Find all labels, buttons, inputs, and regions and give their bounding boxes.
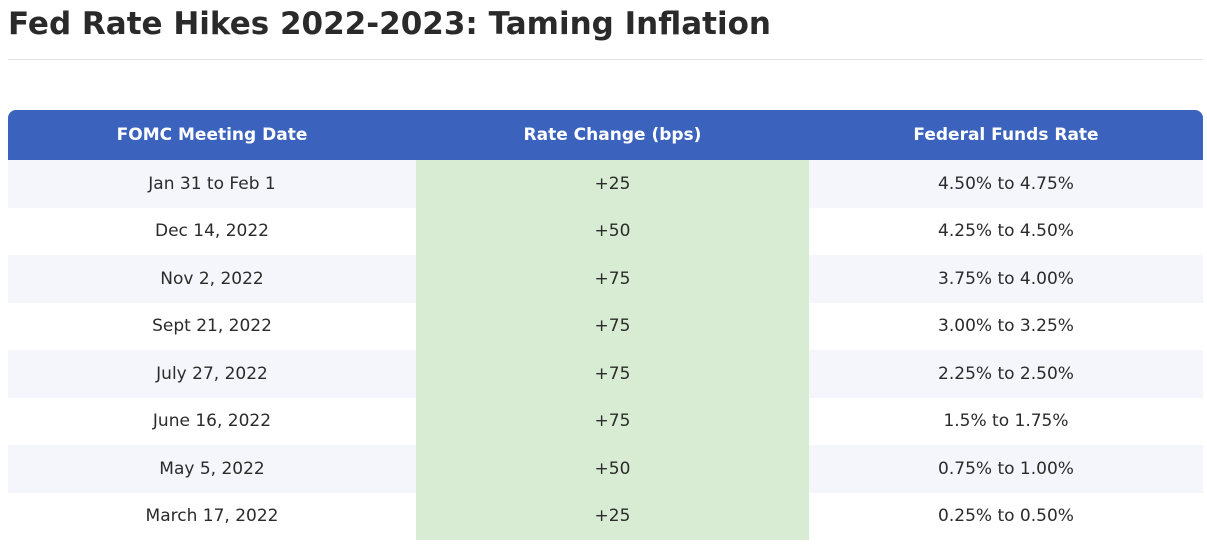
meeting-date-cell: Dec 14, 2022 [8, 207, 416, 255]
rate-change-cell: +25 [416, 492, 809, 540]
table-row: Dec 14, 2022 +50 4.25% to 4.50% [8, 207, 1203, 255]
meeting-date-cell: March 17, 2022 [8, 492, 416, 540]
rate-change-cell: +75 [416, 397, 809, 445]
rate-change-cell: +75 [416, 255, 809, 303]
table-row: March 17, 2022 +25 0.25% to 0.50% [8, 492, 1203, 540]
meeting-date-cell: June 16, 2022 [8, 397, 416, 445]
meeting-date-cell: Sept 21, 2022 [8, 302, 416, 350]
rate-change-cell: +75 [416, 350, 809, 398]
table-header-row: FOMC Meeting Date Rate Change (bps) Fede… [8, 110, 1203, 160]
table-row: July 27, 2022 +75 2.25% to 2.50% [8, 350, 1203, 398]
header-rate-change: Rate Change (bps) [416, 110, 809, 160]
header-federal-funds-rate: Federal Funds Rate [809, 110, 1203, 160]
meeting-date-cell: July 27, 2022 [8, 350, 416, 398]
federal-funds-rate-cell: 4.25% to 4.50% [809, 207, 1203, 255]
title-divider [8, 59, 1203, 60]
rate-change-cell: +25 [416, 160, 809, 208]
table-row: Jan 31 to Feb 1 +25 4.50% to 4.75% [8, 160, 1203, 208]
meeting-date-cell: Nov 2, 2022 [8, 255, 416, 303]
rate-change-cell: +75 [416, 302, 809, 350]
federal-funds-rate-cell: 3.00% to 3.25% [809, 302, 1203, 350]
meeting-date-cell: May 5, 2022 [8, 445, 416, 493]
federal-funds-rate-cell: 4.50% to 4.75% [809, 160, 1203, 208]
federal-funds-rate-cell: 1.5% to 1.75% [809, 397, 1203, 445]
table-row: Nov 2, 2022 +75 3.75% to 4.00% [8, 255, 1203, 303]
fed-rate-table: FOMC Meeting Date Rate Change (bps) Fede… [8, 110, 1203, 540]
table-row: May 5, 2022 +50 0.75% to 1.00% [8, 445, 1203, 493]
federal-funds-rate-cell: 0.25% to 0.50% [809, 492, 1203, 540]
meeting-date-cell: Jan 31 to Feb 1 [8, 160, 416, 208]
rate-change-cell: +50 [416, 445, 809, 493]
table-row: June 16, 2022 +75 1.5% to 1.75% [8, 397, 1203, 445]
page-title: Fed Rate Hikes 2022-2023: Taming Inflati… [8, 6, 771, 42]
federal-funds-rate-cell: 2.25% to 2.50% [809, 350, 1203, 398]
rate-change-cell: +50 [416, 207, 809, 255]
table-row: Sept 21, 2022 +75 3.00% to 3.25% [8, 302, 1203, 350]
federal-funds-rate-cell: 3.75% to 4.00% [809, 255, 1203, 303]
federal-funds-rate-cell: 0.75% to 1.00% [809, 445, 1203, 493]
header-meeting-date: FOMC Meeting Date [8, 110, 416, 160]
